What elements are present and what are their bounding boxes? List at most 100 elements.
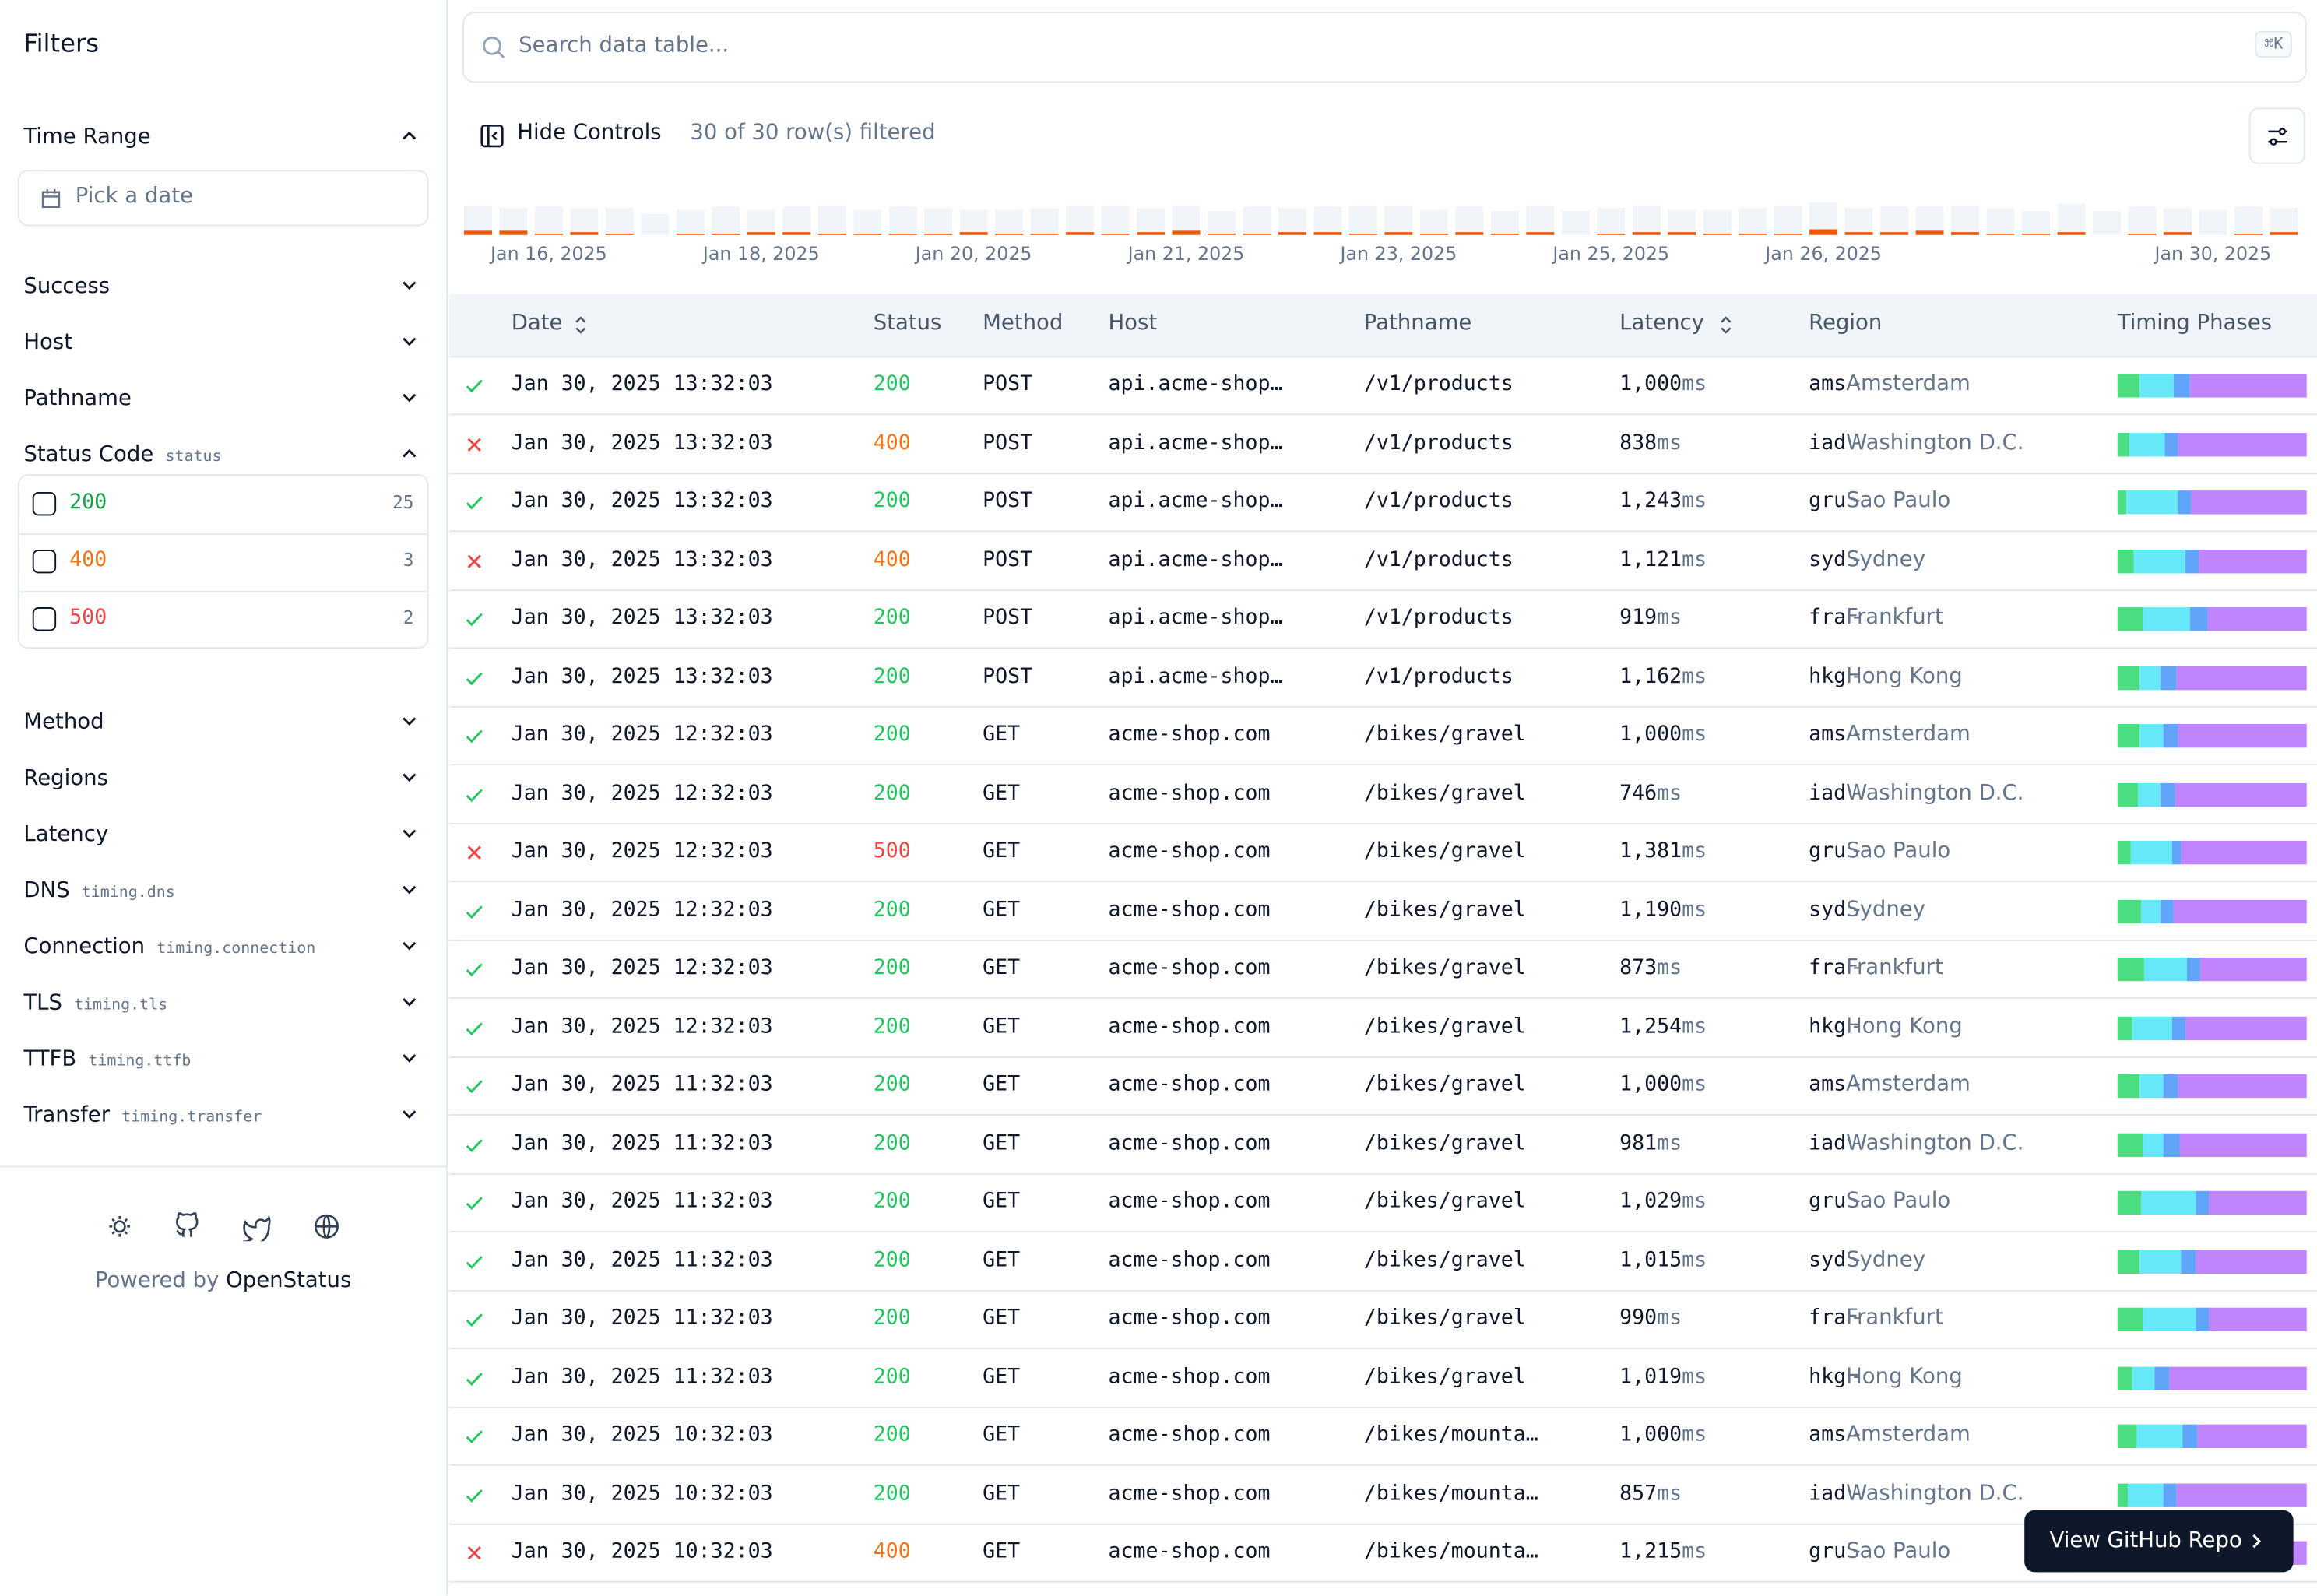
latency-value: 1,029 xyxy=(1619,1189,1682,1214)
sort-icon[interactable] xyxy=(1718,315,1733,336)
filter-header[interactable]: Pathname xyxy=(23,383,132,414)
theme-toggle[interactable] xyxy=(109,1216,131,1237)
table-row[interactable]: Jan 30, 2025 11:32:03 200 GET acme-shop.com… xyxy=(448,1173,2317,1232)
table-row[interactable]: Jan 30, 2025 10:32:03 200 GET acme-shop.com… xyxy=(448,1465,2317,1524)
checkbox[interactable] xyxy=(32,492,57,516)
collapse-icon[interactable] xyxy=(400,445,418,462)
latency-unit: ms xyxy=(1682,1539,1707,1564)
filter-header[interactable]: DNS timing.dns xyxy=(23,875,174,908)
error-bar xyxy=(463,230,492,235)
filter-header[interactable]: Latency xyxy=(23,818,108,849)
expand-icon[interactable] xyxy=(400,388,418,406)
table-row[interactable]: Jan 30, 2025 12:32:03 200 GET acme-shop.com… xyxy=(448,881,2317,941)
expand-icon[interactable] xyxy=(400,276,418,294)
expand-icon[interactable] xyxy=(400,937,418,954)
table-row[interactable]: Jan 30, 2025 12:32:03 200 GET acme-shop.com… xyxy=(448,940,2317,1000)
error-bar xyxy=(1915,230,1944,235)
table-row[interactable]: Jan 30, 2025 11:32:03 200 GET acme-shop.com… xyxy=(448,1348,2317,1408)
date-picker[interactable]: Pick a date xyxy=(17,170,429,227)
success-bar xyxy=(1774,205,1802,234)
table-row[interactable]: Jan 30, 2025 12:32:03 500 GET acme-shop.com… xyxy=(448,823,2317,883)
pathname-cell: /bikes/gravel xyxy=(1363,1014,1526,1039)
sort-arrows xyxy=(575,316,586,334)
timeline-chart: Jan 16, 2025 Jan 18, 2025 Jan 20, 2025 Jan … xyxy=(463,202,2298,265)
filter-header[interactable]: Regions xyxy=(23,762,108,793)
region-cell: iad - Washington D.C. xyxy=(1809,765,2023,822)
table-row[interactable]: Jan 30, 2025 11:32:03 200 GET acme-shop.com… xyxy=(448,1290,2317,1349)
region-cell: iad - Washington D.C. xyxy=(1809,414,2023,472)
view-options-button[interactable] xyxy=(2248,107,2305,164)
success-bar xyxy=(2234,206,2263,234)
brand-link[interactable]: OpenStatus xyxy=(226,1269,352,1293)
error-bar xyxy=(712,233,740,235)
success-bar xyxy=(1703,209,1732,234)
region-cell: ams - Amsterdam xyxy=(1809,356,1971,413)
sort-icon[interactable] xyxy=(573,315,588,336)
table-row[interactable]: Jan 30, 2025 11:32:03 200 GET acme-shop.com… xyxy=(448,1232,2317,1291)
success-bar xyxy=(463,205,492,231)
pathname-cell: /bikes/gravel xyxy=(1363,781,1526,805)
table-row[interactable]: Jan 30, 2025 11:32:03 200 GET acme-shop.com… xyxy=(448,1115,2317,1174)
filter-header[interactable]: Method xyxy=(23,706,104,737)
filter-header[interactable]: Connection timing.connection xyxy=(23,931,315,964)
hide-controls-button[interactable]: Hide Controls xyxy=(517,121,662,146)
checkbox[interactable] xyxy=(32,550,57,574)
icon-path xyxy=(466,613,483,627)
expand-icon[interactable] xyxy=(400,332,418,350)
filter-header[interactable]: Transfer timing.transfer xyxy=(23,1099,262,1132)
latency-value: 1,254 xyxy=(1619,1014,1682,1039)
timing-segment xyxy=(2209,1307,2307,1332)
checkbox[interactable] xyxy=(32,607,57,631)
table-row[interactable]: Jan 30, 2025 13:32:03 200 POST api.acme-sho… xyxy=(448,473,2317,533)
collapse-icon[interactable] xyxy=(400,127,418,145)
filter-header[interactable]: Success xyxy=(23,270,110,301)
filter-header[interactable]: Host xyxy=(23,326,72,357)
table-row[interactable]: Jan 30, 2025 12:32:03 200 GET acme-shop.com… xyxy=(448,765,2317,824)
expand-icon[interactable] xyxy=(400,881,418,898)
table-row[interactable]: Jan 30, 2025 11:32:03 200 GET acme-shop.com… xyxy=(448,1056,2317,1116)
filter-header[interactable]: Status Code status xyxy=(23,439,221,472)
column-header[interactable]: Latency xyxy=(1619,311,1704,336)
success-icon xyxy=(466,496,483,510)
search-box[interactable]: Search data table... ⌘K xyxy=(462,12,2307,83)
error-bar xyxy=(534,233,563,235)
expand-icon[interactable] xyxy=(400,1106,418,1123)
latency-unit: ms xyxy=(1682,1422,1707,1447)
region-separator: - xyxy=(1846,1130,1868,1155)
status-cell: 200 xyxy=(873,1130,911,1155)
latency-unit: ms xyxy=(1682,1072,1707,1097)
website-link[interactable] xyxy=(314,1214,339,1239)
status-cell: 200 xyxy=(873,1014,911,1039)
column-header: Region xyxy=(1809,311,1883,336)
filter-header[interactable]: TLS timing.tls xyxy=(23,987,167,1020)
expand-icon[interactable] xyxy=(400,824,418,842)
error-icon xyxy=(467,845,481,860)
filter-header[interactable]: TTFB timing.ttfb xyxy=(23,1043,191,1076)
icon-path xyxy=(467,845,481,860)
date-cell: Jan 30, 2025 12:32:03 xyxy=(511,955,773,980)
expand-icon[interactable] xyxy=(400,993,418,1011)
expand-icon[interactable] xyxy=(400,1049,418,1067)
table-row[interactable]: Jan 30, 2025 12:32:03 200 GET acme-shop.com… xyxy=(448,998,2317,1057)
table-row[interactable]: Jan 30, 2025 10:32:03 200 GET acme-shop.com… xyxy=(448,1407,2317,1466)
table-row[interactable]: Jan 30, 2025 13:32:03 200 POST api.acme-sho… xyxy=(448,589,2317,649)
expand-icon[interactable] xyxy=(400,768,418,786)
timing-segment xyxy=(2139,374,2175,398)
table-row[interactable]: Jan 30, 2025 13:32:03 400 POST api.acme-sho… xyxy=(448,531,2317,591)
twitter-link[interactable] xyxy=(243,1215,271,1242)
column-header[interactable]: Date xyxy=(511,311,563,336)
success-bar xyxy=(1207,210,1236,234)
table-row[interactable]: Jan 30, 2025 13:32:03 200 POST api.acme-sho… xyxy=(448,356,2317,416)
github-link[interactable] xyxy=(176,1212,199,1237)
option-label: 400 xyxy=(69,548,107,572)
table-row[interactable]: Jan 30, 2025 12:32:03 200 GET acme-shop.com… xyxy=(448,706,2317,766)
expand-icon[interactable] xyxy=(400,712,418,730)
filter-header[interactable]: Time Range xyxy=(23,121,150,153)
github-button[interactable]: View GitHub Repo xyxy=(2024,1510,2294,1573)
table-row[interactable]: Jan 30, 2025 13:32:03 200 POST api.acme-sho… xyxy=(448,648,2317,708)
timing-segment xyxy=(2172,840,2181,865)
success-icon xyxy=(466,613,483,627)
table-row[interactable]: Jan 30, 2025 13:32:03 400 POST api.acme-sho… xyxy=(448,414,2317,474)
region-name: Amsterdam xyxy=(1846,1422,1971,1447)
method-cell: GET xyxy=(983,1072,1021,1097)
